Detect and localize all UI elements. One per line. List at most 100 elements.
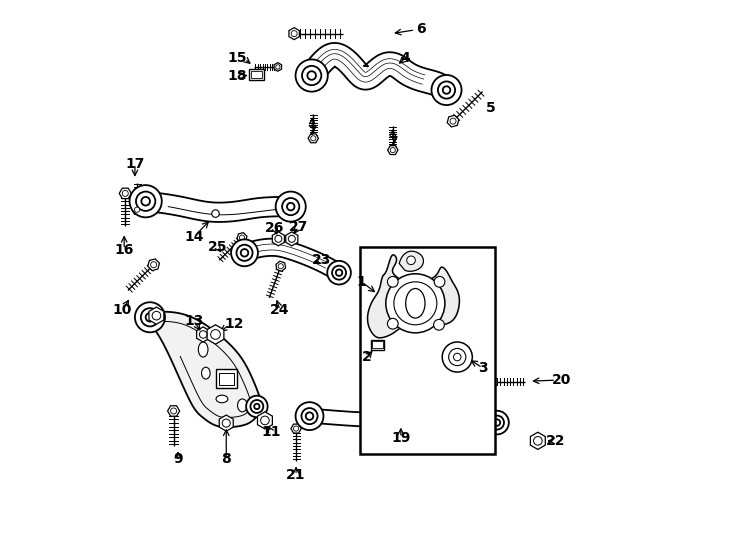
Circle shape [296, 402, 324, 430]
Bar [249, 69, 264, 80]
Circle shape [250, 400, 264, 413]
Circle shape [394, 282, 437, 325]
Circle shape [386, 274, 445, 333]
Polygon shape [399, 251, 424, 271]
Circle shape [310, 136, 316, 141]
Polygon shape [241, 239, 344, 280]
Circle shape [287, 203, 294, 211]
Circle shape [494, 420, 501, 426]
Circle shape [534, 436, 542, 445]
Ellipse shape [216, 395, 228, 403]
Circle shape [336, 269, 342, 276]
Text: 23: 23 [312, 253, 331, 267]
Polygon shape [368, 255, 459, 338]
Circle shape [288, 235, 295, 242]
Polygon shape [119, 188, 131, 199]
Text: 21: 21 [286, 468, 306, 482]
Polygon shape [149, 307, 164, 324]
Text: 17: 17 [126, 157, 145, 171]
Circle shape [302, 66, 321, 85]
Circle shape [448, 348, 466, 366]
Circle shape [275, 235, 282, 242]
Circle shape [306, 413, 313, 420]
Circle shape [278, 264, 283, 269]
Circle shape [152, 312, 161, 320]
Circle shape [136, 192, 156, 211]
Circle shape [276, 65, 280, 69]
Polygon shape [272, 232, 284, 246]
Circle shape [432, 75, 462, 105]
Circle shape [327, 261, 351, 285]
Text: 24: 24 [270, 303, 290, 318]
Circle shape [442, 342, 472, 372]
Text: 7: 7 [308, 124, 317, 138]
Text: 27: 27 [288, 220, 308, 234]
Text: 14: 14 [184, 230, 204, 244]
Circle shape [170, 408, 177, 414]
Polygon shape [291, 424, 301, 433]
Circle shape [388, 319, 398, 329]
Circle shape [134, 207, 139, 212]
Bar [219, 373, 233, 385]
Polygon shape [309, 409, 499, 429]
Circle shape [246, 396, 268, 417]
Circle shape [434, 276, 445, 287]
Text: 20: 20 [552, 373, 571, 387]
Bar [216, 369, 237, 388]
Polygon shape [488, 376, 497, 387]
Circle shape [142, 197, 150, 206]
Circle shape [211, 210, 219, 218]
Polygon shape [167, 406, 180, 416]
Polygon shape [289, 28, 299, 39]
Circle shape [200, 330, 207, 338]
Text: 13: 13 [184, 314, 204, 328]
Polygon shape [207, 325, 224, 344]
Circle shape [254, 404, 260, 409]
Polygon shape [145, 312, 261, 427]
Circle shape [123, 191, 128, 197]
Polygon shape [132, 205, 142, 214]
Polygon shape [447, 116, 459, 127]
Polygon shape [197, 327, 210, 342]
Bar [372, 341, 383, 348]
Circle shape [291, 31, 297, 37]
Circle shape [236, 245, 252, 261]
Circle shape [490, 379, 495, 384]
Circle shape [490, 416, 504, 429]
Circle shape [211, 329, 220, 339]
Circle shape [308, 71, 316, 80]
Text: 8: 8 [222, 452, 231, 466]
Circle shape [261, 416, 269, 425]
Polygon shape [531, 432, 545, 449]
Circle shape [282, 198, 299, 215]
Text: 26: 26 [265, 221, 284, 235]
Text: 18: 18 [228, 69, 247, 83]
Text: 16: 16 [115, 242, 134, 256]
Circle shape [485, 411, 509, 434]
Bar [371, 340, 384, 349]
Polygon shape [148, 259, 159, 271]
Circle shape [443, 86, 450, 94]
Circle shape [434, 320, 444, 330]
Circle shape [150, 262, 156, 268]
Circle shape [388, 276, 398, 287]
Circle shape [296, 59, 328, 92]
Text: 5: 5 [486, 101, 495, 115]
Circle shape [135, 302, 165, 332]
Polygon shape [308, 134, 319, 143]
Polygon shape [286, 232, 298, 246]
Ellipse shape [198, 342, 208, 357]
Text: 3: 3 [478, 361, 487, 375]
Bar [251, 71, 262, 78]
Ellipse shape [238, 399, 247, 412]
Circle shape [141, 308, 159, 326]
Polygon shape [302, 43, 455, 99]
Text: 2: 2 [362, 350, 372, 364]
Circle shape [450, 118, 456, 124]
Text: 12: 12 [224, 317, 244, 330]
Circle shape [390, 147, 396, 153]
Text: 25: 25 [208, 240, 228, 254]
Circle shape [241, 249, 248, 256]
Circle shape [222, 419, 230, 427]
Text: 9: 9 [173, 452, 183, 466]
